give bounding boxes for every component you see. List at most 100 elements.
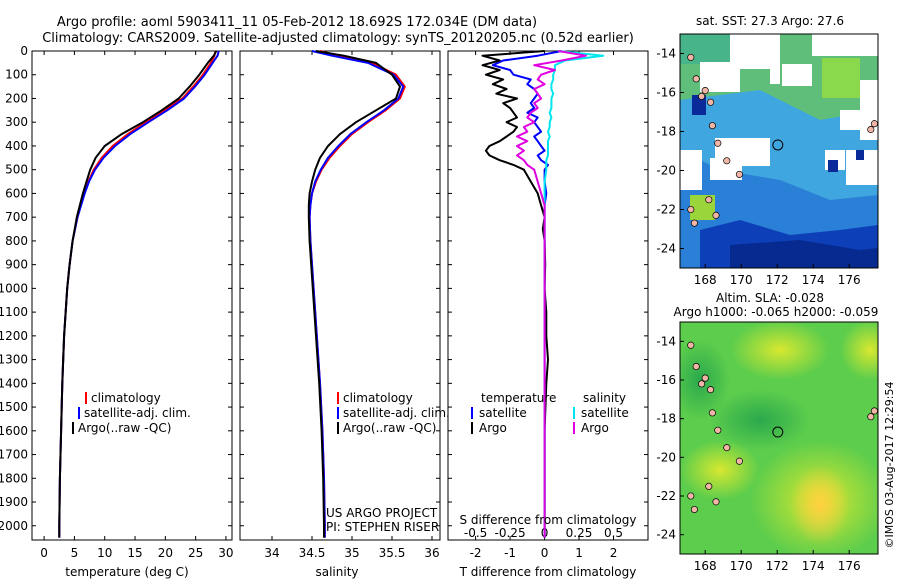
depth-tick-label: 100 bbox=[5, 68, 28, 82]
depth-tick-label: 1100 bbox=[0, 305, 28, 319]
difference-legend: temperature salinity satellite Argo sate… bbox=[471, 391, 629, 435]
sla-map-frame bbox=[679, 321, 879, 555]
legend-label-s-argo: Argo bbox=[581, 421, 609, 435]
legend-label-climatology: climatology bbox=[91, 391, 161, 405]
sla-map-title: Altim. SLA: -0.028 bbox=[716, 291, 824, 305]
s-diff-tick-label: 0.25 bbox=[566, 526, 593, 540]
island-shape bbox=[712, 498, 720, 506]
island-shape bbox=[870, 407, 878, 415]
x-tick-label: 34 bbox=[264, 546, 279, 560]
imos-credit: ©IMOS 03-Aug-2017 12:29:54 bbox=[883, 382, 896, 549]
x-tick-label: 35.5 bbox=[379, 546, 406, 560]
legend-label-t-argo: Argo bbox=[479, 421, 507, 435]
map-y-tick-label: -22 bbox=[656, 203, 676, 217]
series-line-salinity-argo bbox=[516, 50, 587, 538]
island-shape bbox=[692, 362, 700, 371]
argo-location-marker bbox=[772, 426, 784, 438]
map-y-tick-label: -14 bbox=[656, 334, 676, 348]
x-tick-label: 15 bbox=[127, 546, 142, 560]
island-shape bbox=[687, 53, 695, 61]
map-x-tick-label: 172 bbox=[766, 273, 789, 287]
depth-tick-label: 800 bbox=[5, 234, 28, 248]
depth-tick-label: 1600 bbox=[0, 424, 28, 438]
legend-header-salinity: salinity bbox=[583, 391, 626, 405]
sst-map-axes: 168 170 172 174 176 -14 -16 -18 -20 -22 -24 bbox=[656, 47, 860, 288]
island-shape bbox=[705, 196, 713, 204]
axis-ticks: 0100200300400500600700800900100011001200… bbox=[0, 44, 648, 560]
map-y-tick-label: -22 bbox=[656, 489, 676, 503]
x-tick-label: 5 bbox=[71, 546, 79, 560]
island-shape bbox=[735, 457, 743, 465]
s-diff-tick-label: 0.5 bbox=[604, 526, 623, 540]
map-x-tick-label: 168 bbox=[694, 273, 717, 287]
depth-tick-label: 1300 bbox=[0, 353, 28, 367]
legend-label-climatology: climatology bbox=[343, 391, 413, 405]
map-x-tick-label: 176 bbox=[838, 559, 861, 573]
depth-tick-label: 900 bbox=[5, 258, 28, 272]
depth-tick-label: 1700 bbox=[0, 448, 28, 462]
s-diff-tick-label: -0.5 bbox=[464, 526, 487, 540]
island-shape bbox=[705, 482, 713, 490]
temperature-legend: climatology satellite-adj. clim. Argo(..… bbox=[72, 391, 191, 435]
island-shape bbox=[714, 139, 722, 147]
map-x-tick-label: 174 bbox=[802, 273, 825, 287]
s-diff-tick-label: -0.25 bbox=[495, 526, 526, 540]
x-tick-label: 1 bbox=[575, 546, 583, 560]
island-shape bbox=[698, 92, 706, 100]
x-tick-label: 34.5 bbox=[299, 546, 326, 560]
map-y-tick-label: -16 bbox=[656, 373, 676, 387]
x-tick-label: 25 bbox=[188, 546, 203, 560]
depth-tick-label: 1200 bbox=[0, 329, 28, 343]
map-y-tick-label: -16 bbox=[656, 86, 676, 100]
map-y-tick-label: -24 bbox=[656, 242, 676, 256]
argo-location-marker bbox=[772, 139, 784, 151]
depth-tick-label: 2000 bbox=[0, 519, 28, 533]
legend-label-argo: Argo(..raw -QC) bbox=[78, 421, 171, 435]
island-shape bbox=[687, 341, 695, 349]
salinity-axis-title: salinity bbox=[315, 565, 358, 579]
x-tick-label: -2 bbox=[470, 546, 482, 560]
depth-tick-label: 400 bbox=[5, 139, 28, 153]
pi-label: PI: STEPHEN RISER bbox=[326, 520, 439, 534]
sla-map-axes: 168 170 172 174 176 -14 -16 -18 -20 -22 -24 bbox=[656, 334, 860, 573]
temperature-axis-title: temperature (deg C) bbox=[65, 565, 188, 579]
depth-tick-label: 1500 bbox=[0, 400, 28, 414]
island-shape bbox=[723, 157, 731, 165]
map-y-tick-label: -18 bbox=[656, 412, 676, 426]
depth-tick-label: 1900 bbox=[0, 495, 28, 509]
island-shape bbox=[690, 505, 698, 514]
depth-tick-label: 0 bbox=[20, 44, 28, 58]
x-tick-label: 35 bbox=[344, 546, 359, 560]
map-x-tick-label: 170 bbox=[730, 559, 753, 573]
island-shape bbox=[701, 374, 709, 382]
map-y-tick-label: -14 bbox=[656, 47, 676, 61]
series-line-salinity-satellite bbox=[543, 50, 605, 538]
island-shape bbox=[723, 444, 731, 452]
series-line-argo-raw-qc- bbox=[58, 50, 218, 538]
depth-tick-label: 700 bbox=[5, 210, 28, 224]
sla-map-subtitle: Argo h1000: -0.065 h2000: -0.059 bbox=[674, 305, 879, 319]
island-shape bbox=[707, 386, 715, 394]
x-tick-label: 0 bbox=[40, 546, 48, 560]
legend-header-temperature: temperature bbox=[481, 391, 556, 405]
x-tick-label: 2 bbox=[610, 546, 618, 560]
depth-tick-label: 1800 bbox=[0, 471, 28, 485]
map-y-tick-label: -18 bbox=[656, 125, 676, 139]
series-line-climatology bbox=[58, 50, 217, 538]
island-shape bbox=[712, 211, 720, 219]
island-shape bbox=[687, 205, 695, 214]
series-line-temperature-argo bbox=[481, 50, 549, 538]
temperature-plot-frame bbox=[31, 50, 233, 541]
depth-tick-label: 1400 bbox=[0, 376, 28, 390]
legend-label-s-satellite: satellite bbox=[581, 406, 629, 420]
island-shape bbox=[707, 98, 715, 106]
map-y-tick-label: -24 bbox=[656, 528, 676, 542]
island-shape bbox=[867, 413, 875, 421]
island-shape bbox=[870, 120, 878, 128]
island-shape bbox=[687, 492, 695, 500]
x-tick-label: -1 bbox=[504, 546, 516, 560]
series-line-argo-raw-qc- bbox=[307, 50, 401, 538]
project-label: US ARGO PROJECT bbox=[326, 506, 438, 520]
sst-map-title: sat. SST: 27.3 Argo: 27.6 bbox=[696, 14, 844, 28]
